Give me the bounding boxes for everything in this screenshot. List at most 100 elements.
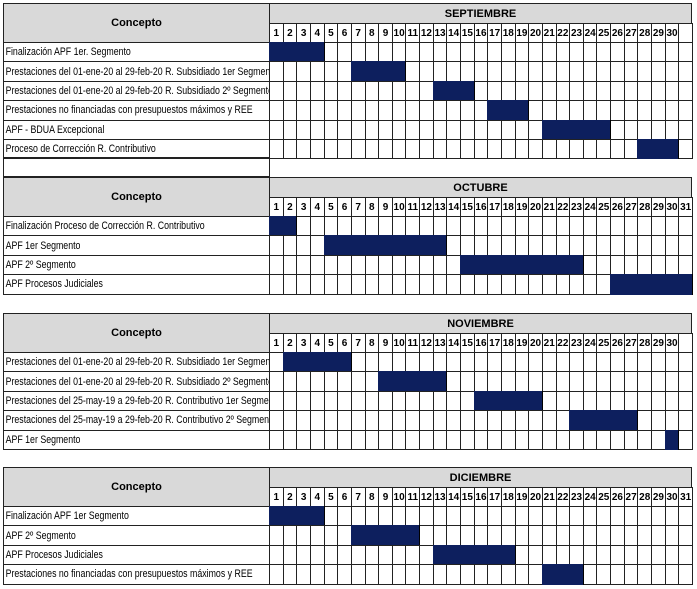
day-cell — [473, 410, 489, 431]
day-cell — [364, 544, 380, 566]
day-cell — [664, 235, 680, 256]
day-number: 10 — [391, 23, 407, 43]
day-cell — [282, 274, 298, 295]
day-cell — [391, 410, 407, 431]
day-cell — [582, 506, 598, 527]
day-cell — [419, 254, 434, 276]
concept-label: Prestaciones no financiadas con presupue… — [3, 100, 270, 121]
day-cell — [282, 254, 298, 276]
day-cell — [651, 235, 666, 256]
day-number: 11 — [405, 333, 421, 353]
day-cell — [528, 119, 543, 140]
day-cell — [405, 274, 421, 295]
day-cell — [337, 100, 352, 121]
day-cell — [473, 352, 489, 373]
day-cell — [637, 506, 653, 527]
day-number: 16 — [473, 333, 489, 353]
gantt-bar — [460, 254, 584, 276]
day-cell — [500, 564, 516, 585]
day-cell — [569, 544, 584, 566]
day-cell — [269, 254, 284, 276]
day-cell — [350, 390, 366, 412]
day-cell — [419, 274, 434, 295]
day-cell — [637, 564, 653, 585]
day-cell — [487, 80, 502, 102]
day-cell — [623, 506, 639, 527]
day-cell — [364, 254, 380, 276]
gantt-bar — [569, 410, 639, 431]
day-cell — [555, 100, 571, 121]
day-cell — [323, 506, 339, 527]
day-number: 20 — [528, 333, 543, 353]
day-number: 3 — [296, 23, 311, 43]
day-cell — [337, 506, 352, 527]
concept-label: Finalización APF 1er. Segmento — [3, 42, 270, 63]
concept-label: APF - BDUA Excepcional — [3, 119, 270, 140]
day-number: 20 — [528, 197, 543, 217]
day-cell — [309, 410, 325, 431]
day-cell — [596, 61, 612, 82]
day-cell — [555, 80, 571, 102]
day-cell — [596, 216, 612, 237]
day-cell — [419, 119, 434, 140]
day-cell — [282, 429, 298, 450]
day-cell — [596, 274, 612, 295]
day-cell — [378, 80, 393, 102]
day-cell — [541, 506, 557, 527]
day-cell — [378, 564, 393, 585]
day-cell — [269, 274, 284, 295]
gantt-bar — [269, 216, 298, 237]
day-cell — [541, 390, 557, 412]
day-cell — [541, 61, 557, 82]
day-cell — [610, 216, 625, 237]
day-number: 9 — [378, 333, 393, 353]
day-number: 27 — [623, 23, 639, 43]
day-cell — [596, 506, 612, 527]
day-number: 1 — [269, 333, 284, 353]
gantt-bar — [269, 42, 325, 63]
day-cell — [460, 119, 475, 140]
day-number: 26 — [610, 333, 625, 353]
day-cell — [596, 139, 612, 160]
day-number: 31 — [678, 487, 693, 507]
day-cell — [637, 429, 653, 450]
day-cell — [610, 139, 625, 160]
gantt-bar — [541, 119, 612, 140]
day-cell — [446, 371, 462, 392]
day-cell — [514, 216, 530, 237]
gantt-bar — [350, 525, 421, 546]
day-cell — [391, 274, 407, 295]
day-cell — [391, 352, 407, 373]
day-cell — [500, 506, 516, 527]
day-cell — [391, 390, 407, 412]
day-cell — [678, 42, 693, 63]
day-cell — [596, 352, 612, 373]
day-cell — [419, 525, 434, 546]
concept-label: APF 1er Segmento — [3, 235, 270, 256]
day-number: 25 — [596, 333, 612, 353]
day-cell — [337, 390, 352, 412]
day-cell — [296, 100, 311, 121]
day-cell — [651, 254, 666, 276]
day-number: 4 — [309, 23, 325, 43]
day-cell — [282, 61, 298, 82]
day-cell — [582, 42, 598, 63]
day-cell — [678, 23, 693, 43]
day-cell — [610, 235, 625, 256]
day-cell — [596, 429, 612, 450]
day-number: 21 — [541, 23, 557, 43]
gantt-bar — [350, 61, 407, 82]
day-cell — [487, 139, 502, 160]
day-cell — [405, 254, 421, 276]
day-cell — [309, 139, 325, 160]
day-cell — [623, 525, 639, 546]
day-number: 14 — [446, 197, 462, 217]
day-number: 4 — [309, 333, 325, 353]
day-cell — [419, 216, 434, 237]
day-cell — [432, 139, 448, 160]
day-cell — [528, 506, 543, 527]
day-number: 5 — [323, 333, 339, 353]
day-cell — [528, 525, 543, 546]
day-cell — [364, 42, 380, 63]
day-cell — [500, 42, 516, 63]
